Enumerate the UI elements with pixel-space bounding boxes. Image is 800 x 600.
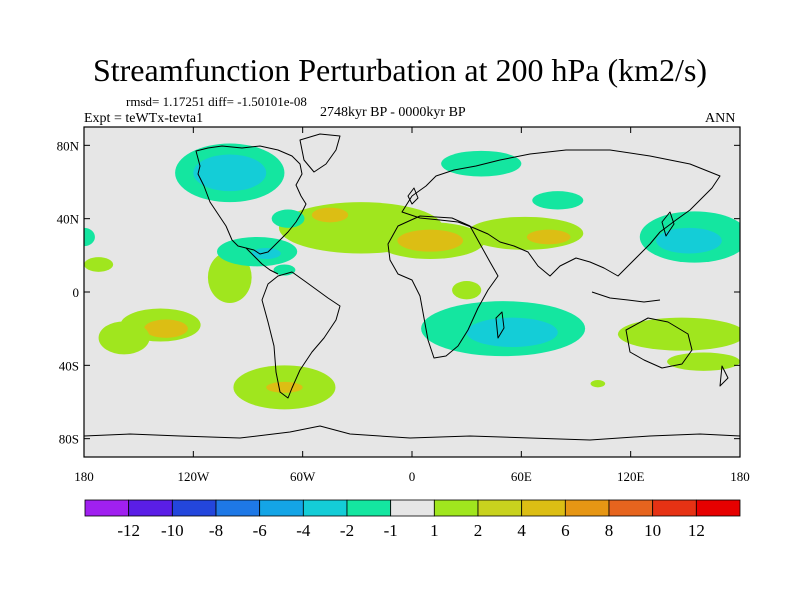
- contour-region-2: [98, 321, 150, 355]
- coastline-central-america: [245, 247, 279, 275]
- x-tick-label-2: 60W: [290, 469, 316, 484]
- coastline-japan: [661, 211, 675, 237]
- coastline-british-isles: [407, 187, 419, 205]
- x-tick-label-4: 60E: [511, 469, 532, 484]
- colorbar-label-5: -2: [340, 521, 354, 540]
- colorbar-swatch-8: [433, 499, 479, 517]
- colorbar-swatch-0: [84, 499, 130, 517]
- contour-region-11: [526, 229, 571, 245]
- colorbar-label-11: 8: [605, 521, 614, 540]
- x-tick-label-0: 180: [74, 469, 94, 484]
- contour-region-16: [84, 257, 114, 272]
- coastline-australia: [625, 317, 693, 369]
- contour-region-1: [144, 319, 188, 338]
- colorbar-swatch-14: [695, 499, 741, 517]
- coastline-indonesia: [591, 291, 661, 303]
- contour-region-30: [721, 227, 740, 247]
- colorbar-swatch-5: [302, 499, 348, 517]
- coastline-new-zealand: [719, 365, 729, 387]
- colorbar-label-2: -8: [209, 521, 223, 540]
- contour-region-7: [311, 207, 349, 223]
- contour-region-24: [466, 317, 558, 348]
- experiment-label: Expt = teWTx-tevta1: [84, 111, 204, 126]
- colorbar-label-8: 2: [474, 521, 483, 540]
- contour-region-25: [441, 150, 522, 177]
- x-tick-label-3: 0: [409, 469, 416, 484]
- colorbar-label-4: -4: [296, 521, 311, 540]
- colorbar-swatch-9: [477, 499, 523, 517]
- colorbar-label-12: 10: [644, 521, 661, 540]
- colorbar: -12 -10 -8 -6 -4 -2 -1 1 2 4 6 8 10 12: [84, 499, 741, 540]
- colorbar-label-1: -10: [161, 521, 184, 540]
- contour-region-21: [251, 248, 281, 259]
- contour-region-18: [193, 154, 267, 192]
- colorbar-swatch-13: [652, 499, 697, 517]
- colorbar-swatch-2: [171, 499, 217, 517]
- colorbar-swatch-3: [215, 499, 261, 517]
- axes: 180 120W 60W 0 60E 120E 180 80N 40N 0 40S 80S: [57, 127, 750, 484]
- colorbar-swatch-6: [346, 499, 392, 517]
- colorbar-swatch-12: [608, 499, 654, 517]
- colorbar-swatch-4: [259, 499, 304, 517]
- coastline-africa: [387, 215, 499, 359]
- colorbar-label-13: 12: [688, 521, 705, 540]
- x-tick-label-5: 120E: [617, 469, 645, 484]
- coastline-antarctica: [84, 425, 740, 441]
- contour-region-26: [532, 191, 584, 210]
- coastline-south-america: [261, 271, 341, 399]
- stats-label: rmsd= 1.17251 diff= -1.50101e-08: [126, 94, 307, 109]
- colorbar-swatch-7: [390, 499, 435, 517]
- contour-region-5: [266, 381, 303, 393]
- coastline-north-america: [195, 145, 307, 255]
- colorbar-swatch-11: [564, 499, 610, 517]
- colorbar-label-7: 1: [430, 521, 439, 540]
- coastline-layer: [84, 133, 740, 441]
- contour-region-29: [84, 227, 95, 247]
- colorbar-swatch-1: [128, 499, 173, 517]
- x-tick-label-6: 180: [730, 469, 750, 484]
- y-tick-label-1: 40N: [57, 212, 80, 227]
- colorbar-label-10: 6: [561, 521, 570, 540]
- colorbar-swatch-10: [521, 499, 566, 517]
- contour-region-15: [452, 281, 482, 300]
- colorbar-label-9: 4: [517, 521, 526, 540]
- coastline-greenland: [299, 133, 341, 173]
- y-tick-label-3: 40S: [59, 358, 79, 373]
- contour-fill-layer: [84, 143, 740, 410]
- time-range-label: 2748kyr BP - 0000kyr BP: [320, 105, 466, 120]
- contour-region-14: [590, 380, 606, 388]
- x-tick-label-1: 120W: [177, 469, 210, 484]
- contour-region-13: [667, 352, 740, 371]
- coastline-eurasia: [401, 149, 721, 277]
- y-tick-label-2: 0: [73, 285, 80, 300]
- coastline-madagascar: [495, 311, 505, 339]
- colorbar-label-6: -1: [384, 521, 398, 540]
- contour-region-12: [617, 317, 740, 351]
- colorbar-label-3: -6: [253, 521, 267, 540]
- y-tick-label-0: 80N: [57, 138, 80, 153]
- y-tick-label-4: 80S: [59, 432, 79, 447]
- chart-title: Streamfunction Perturbation at 200 hPa (…: [92, 52, 708, 88]
- contour-region-28: [656, 227, 722, 254]
- contour-region-9: [397, 229, 464, 252]
- season-label: ANN: [705, 111, 736, 126]
- contour-region-19: [271, 209, 305, 228]
- colorbar-label-0: -12: [117, 521, 140, 540]
